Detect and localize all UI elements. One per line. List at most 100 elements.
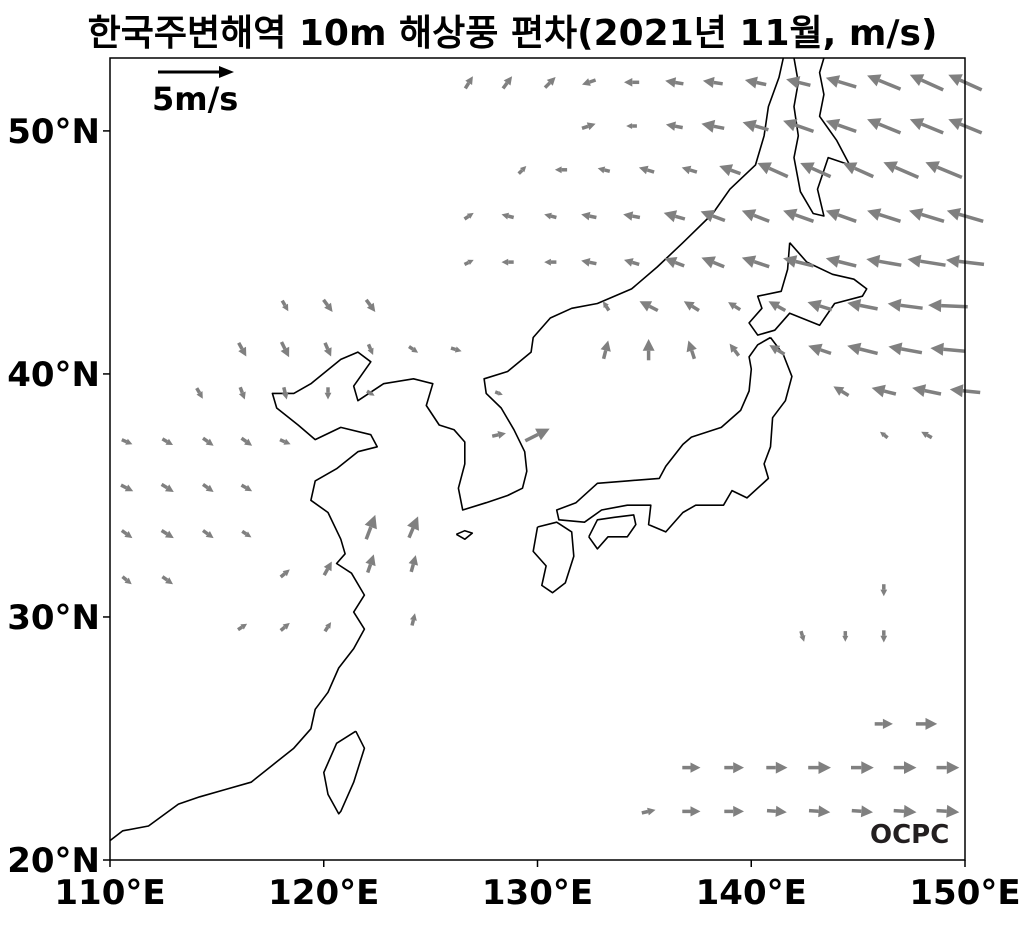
wind-vector-head [949,384,964,398]
wind-vector-head [325,622,332,629]
wind-vector-head [597,166,606,174]
wind-vector [600,340,611,360]
wind-vector [683,301,700,312]
wind-vector-shaft [837,123,857,134]
wind-vector-head [775,805,787,817]
wind-vector-shaft [854,166,875,179]
wind-vector-shaft [837,79,857,89]
wind-vector [883,161,920,180]
wind-vector [893,761,917,774]
wind-vector-shaft [237,341,244,350]
wind-vector [825,118,857,134]
wind-vector-head [783,118,798,132]
wind-vector-head [729,343,738,353]
wind-vector-shaft [408,345,415,351]
wind-vector-shaft [279,438,286,444]
wind-vector-shaft [859,347,879,356]
wind-vector-head [497,431,506,439]
wind-vector [783,208,815,223]
wind-vector-head [701,256,716,269]
wind-vector-shaft [550,214,557,220]
wind-vector [907,254,946,268]
wind-vector-shaft [959,122,983,135]
reference-vector-label: 5m/s [152,80,238,118]
wind-vector-shaft [936,165,963,180]
wind-vector [463,259,474,266]
wind-vector-head [783,255,798,268]
wind-vector-head [244,438,253,446]
coastline-honshu [555,336,793,533]
wind-vector-shaft [322,298,330,307]
wind-vector [624,258,640,267]
plot-frame [109,57,966,861]
wind-vector [946,208,984,223]
wind-vector [544,258,557,266]
wind-vector-shaft [859,303,878,311]
wind-vector-shaft [648,304,659,313]
wind-vector-head [769,345,781,355]
wind-vector-head [454,346,462,353]
wind-vector-shaft [323,626,330,633]
wind-vector-head [581,211,591,221]
wind-vector-shaft [920,78,944,92]
wind-vector [281,386,289,400]
wind-vector [463,76,473,90]
wind-vector-shaft [674,124,684,130]
wind-vector-head [408,555,418,566]
wind-vector-shaft [820,348,832,356]
wind-vector [501,76,513,90]
wind-vector [915,717,938,730]
wind-vector-shaft [279,625,286,632]
wind-vector [880,584,888,597]
wind-vector-head [768,301,781,311]
wind-vector-head [880,635,888,643]
wind-vector-head [818,805,831,818]
wind-vector [880,630,888,643]
wind-vector-head [581,258,591,267]
wind-vector-head [124,577,132,585]
wind-vector [825,255,857,268]
wind-vector-shaft [730,168,742,176]
wind-vector-shaft [160,482,169,490]
axis-layer: 110°E 120°E 130°E 140°E 150°E 20°N 30°N 40°N 50°… [7,112,1020,913]
wind-vector-head [847,299,862,312]
wind-vector-head [205,484,214,492]
wind-vector-head [165,484,174,492]
wind-vector-shaft [883,389,897,396]
x-tick-label: 110°E [54,873,165,913]
wind-vector-head [783,208,798,222]
wind-vector-shaft [366,343,373,350]
wind-vector-head [365,554,376,567]
wind-vector-shaft [161,437,169,444]
wind-vector-head [925,717,938,730]
wind-vector-head [324,392,332,400]
wind-vector-head [909,74,925,86]
wind-vector [642,339,655,361]
wind-vector-head [882,718,893,729]
wind-vector [364,298,376,312]
wind-vector-shaft [589,214,597,220]
wind-vector-head [366,302,376,312]
wind-vector [121,438,133,445]
wind-vector [800,162,832,179]
wind-vector [728,302,742,312]
wind-vector [238,386,246,400]
wind-vector-head [586,122,596,131]
wind-vector-head [733,762,744,774]
wind-vector-shaft [837,213,857,223]
wind-vector-head [465,76,473,85]
wind-vector [851,805,873,818]
wind-vector-shaft [733,304,742,312]
coastline-shikoku [588,514,637,550]
wind-vector-shaft [601,350,608,360]
wind-vector-shaft [926,433,933,440]
wind-vector-head [702,76,715,88]
wind-vector-head [733,805,744,817]
wind-vector-shaft [713,80,723,86]
wind-vector [701,119,725,133]
wind-vector-shaft [794,123,815,134]
wind-vector [279,341,290,358]
ocpc-logo-text: OCPC [870,820,949,850]
coastline-layer [109,57,868,842]
wind-vector-shaft [690,349,697,360]
